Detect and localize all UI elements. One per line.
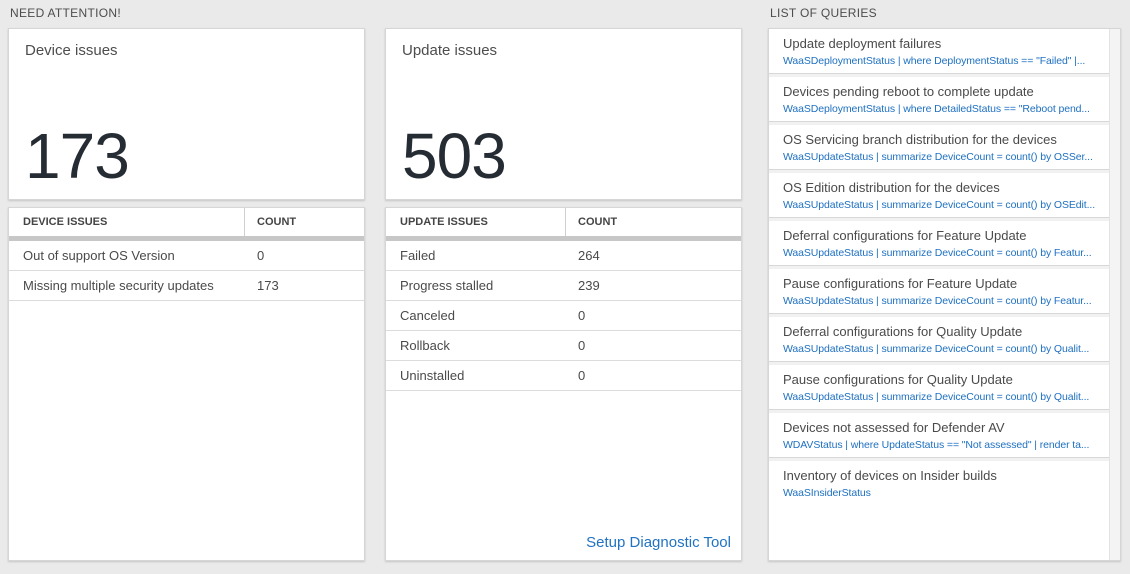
table-row[interactable]: Rollback 0 (386, 331, 741, 361)
query-title: Deferral configurations for Feature Upda… (783, 228, 1027, 243)
device-issues-column-header: DEVICE ISSUES (9, 208, 245, 236)
query-title: OS Servicing branch distribution for the… (783, 132, 1057, 147)
table-row[interactable]: Missing multiple security updates 173 (9, 271, 364, 301)
row-label: Canceled (400, 308, 455, 323)
queries-panel: Update deployment failures WaaSDeploymen… (768, 28, 1121, 561)
query-item[interactable]: Deferral configurations for Feature Upda… (769, 221, 1109, 266)
table-header-bar (9, 236, 364, 241)
update-issues-count: 503 (402, 120, 507, 193)
update-issues-table: UPDATE ISSUES COUNT Failed 264 Progress … (385, 207, 742, 561)
query-title: OS Edition distribution for the devices (783, 180, 1000, 195)
update-issues-tile[interactable]: Update issues 503 (385, 28, 742, 200)
query-title: Inventory of devices on Insider builds (783, 468, 997, 483)
need-attention-header: NEED ATTENTION! (10, 6, 121, 20)
row-label: Progress stalled (400, 278, 494, 293)
device-issues-table: DEVICE ISSUES COUNT Out of support OS Ve… (8, 207, 365, 561)
query-code[interactable]: WaaSUpdateStatus | summarize DeviceCount… (783, 391, 1090, 403)
row-label: Out of support OS Version (23, 248, 175, 263)
table-header-bar (386, 236, 741, 241)
query-item[interactable]: OS Servicing branch distribution for the… (769, 125, 1109, 170)
query-code[interactable]: WaaSUpdateStatus | summarize DeviceCount… (783, 151, 1093, 163)
query-item[interactable]: Update deployment failures WaaSDeploymen… (769, 29, 1109, 74)
device-issues-title: Device issues (25, 42, 118, 59)
query-code[interactable]: WaaSDeploymentStatus | where DetailedSta… (783, 103, 1090, 115)
query-code[interactable]: WaaSUpdateStatus | summarize DeviceCount… (783, 343, 1090, 355)
update-issues-column-header: UPDATE ISSUES (386, 208, 566, 236)
row-count: 239 (578, 278, 600, 293)
update-issues-table-header: UPDATE ISSUES COUNT (386, 208, 741, 236)
need-attention-column-updates: Update issues 503 UPDATE ISSUES COUNT Fa… (385, 0, 742, 561)
query-item[interactable]: OS Edition distribution for the devices … (769, 173, 1109, 218)
setup-diagnostic-tool-link[interactable]: Setup Diagnostic Tool (586, 534, 731, 551)
row-count: 173 (257, 278, 279, 293)
query-code[interactable]: WaaSUpdateStatus | summarize DeviceCount… (783, 247, 1092, 259)
query-item[interactable]: Deferral configurations for Quality Upda… (769, 317, 1109, 362)
query-title: Pause configurations for Feature Update (783, 276, 1018, 291)
query-title: Update deployment failures (783, 36, 942, 51)
query-item[interactable]: Devices pending reboot to complete updat… (769, 77, 1109, 122)
query-code[interactable]: WDAVStatus | where UpdateStatus == "Not … (783, 439, 1090, 451)
row-count: 0 (578, 338, 586, 353)
row-label: Missing multiple security updates (23, 278, 214, 293)
scrollbar-track[interactable] (1109, 29, 1120, 560)
section-header-spacer (385, 0, 742, 28)
query-title: Devices not assessed for Defender AV (783, 420, 1005, 435)
device-issues-tile[interactable]: Device issues 173 (8, 28, 365, 200)
list-of-queries-header: LIST OF QUERIES (770, 6, 877, 20)
table-row[interactable]: Uninstalled 0 (386, 361, 741, 391)
query-title: Pause configurations for Quality Update (783, 372, 1013, 387)
row-count: 264 (578, 248, 600, 263)
row-label: Uninstalled (400, 368, 465, 383)
query-item[interactable]: Devices not assessed for Defender AV WDA… (769, 413, 1109, 458)
query-item[interactable]: Pause configurations for Feature Update … (769, 269, 1109, 314)
count-column-header: COUNT (578, 216, 618, 228)
queries-list: Update deployment failures WaaSDeploymen… (769, 29, 1109, 560)
row-label: Failed (400, 248, 436, 263)
row-label: Rollback (400, 338, 450, 353)
list-of-queries-column: LIST OF QUERIES Update deployment failur… (768, 0, 1121, 561)
query-code[interactable]: WaaSUpdateStatus | summarize DeviceCount… (783, 295, 1092, 307)
row-count: 0 (578, 368, 586, 383)
update-issues-title: Update issues (402, 42, 498, 59)
query-item[interactable]: Pause configurations for Quality Update … (769, 365, 1109, 410)
query-title: Devices pending reboot to complete updat… (783, 84, 1034, 99)
row-count: 0 (578, 308, 586, 323)
table-row[interactable]: Canceled 0 (386, 301, 741, 331)
query-code[interactable]: WaaSDeploymentStatus | where DeploymentS… (783, 55, 1086, 67)
need-attention-column-devices: NEED ATTENTION! Device issues 173 DEVICE… (8, 0, 365, 561)
query-item[interactable]: Inventory of devices on Insider builds W… (769, 461, 1109, 560)
table-row[interactable]: Progress stalled 239 (386, 271, 741, 301)
query-code[interactable]: WaaSUpdateStatus | summarize DeviceCount… (783, 199, 1096, 211)
query-code[interactable]: WaaSInsiderStatus (783, 487, 871, 499)
table-row[interactable]: Failed 264 (386, 241, 741, 271)
device-issues-table-header: DEVICE ISSUES COUNT (9, 208, 364, 236)
device-issues-count: 173 (25, 120, 130, 193)
count-column-header: COUNT (257, 216, 297, 228)
row-count: 0 (257, 248, 265, 263)
table-row[interactable]: Out of support OS Version 0 (9, 241, 364, 271)
query-title: Deferral configurations for Quality Upda… (783, 324, 1023, 339)
